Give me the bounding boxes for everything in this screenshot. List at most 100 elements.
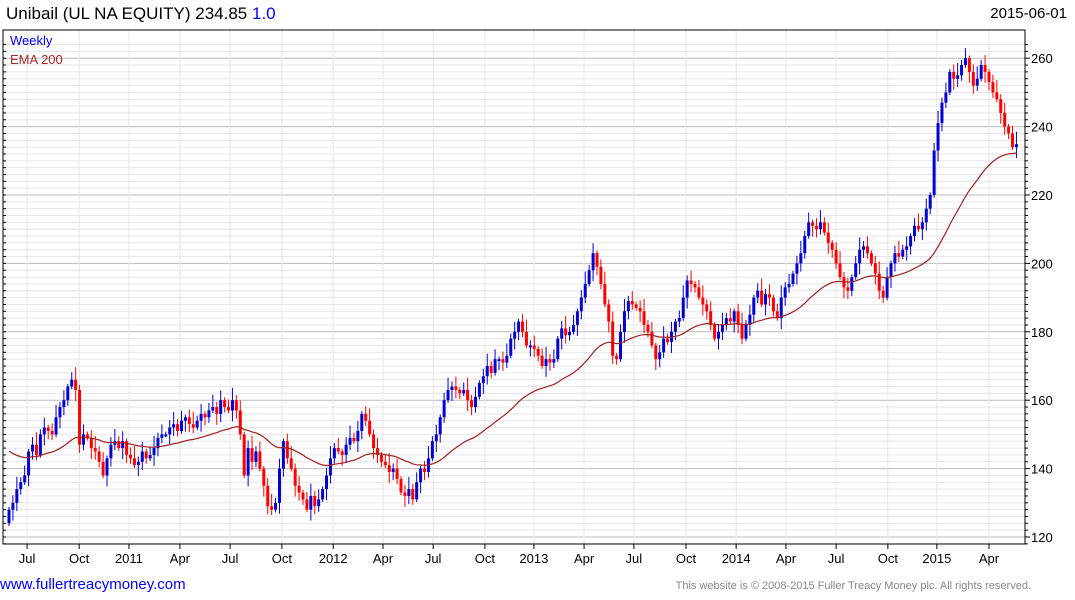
- candle-body-up: [513, 331, 517, 339]
- candle-body-up: [885, 277, 889, 298]
- candle-body-down: [869, 253, 873, 264]
- candle: [164, 431, 168, 438]
- candle: [842, 271, 846, 299]
- candle: [313, 490, 317, 515]
- candle: [560, 320, 564, 350]
- candle: [207, 402, 211, 423]
- candle: [1007, 123, 1011, 139]
- candle-body-up: [717, 331, 721, 339]
- candle: [191, 411, 195, 434]
- candle-body-up: [66, 386, 70, 401]
- candle-body-up: [15, 489, 19, 503]
- candle-body-down: [144, 451, 148, 459]
- candle: [752, 294, 756, 323]
- candle-body-up: [274, 502, 278, 510]
- candle-body-down: [97, 451, 101, 462]
- candle-body-down: [999, 99, 1003, 113]
- candle: [960, 59, 964, 81]
- candle: [176, 419, 180, 437]
- candle-body-up: [38, 434, 42, 455]
- candle: [156, 432, 160, 457]
- candle: [568, 326, 572, 341]
- candle-body-up: [183, 417, 187, 421]
- x-tick-label: Jul: [626, 551, 643, 566]
- candle-body-down: [191, 424, 195, 428]
- plot-frame: [2, 29, 1026, 545]
- candle: [932, 143, 936, 198]
- candle: [481, 368, 485, 395]
- candle-body-down: [270, 506, 274, 510]
- candle-body-down: [403, 492, 407, 496]
- candle: [607, 299, 611, 333]
- candle-body-up: [31, 444, 35, 452]
- candle: [325, 467, 329, 501]
- candle-body-down: [364, 413, 368, 421]
- candle-body-up: [140, 451, 144, 462]
- candle: [732, 308, 736, 333]
- candle-body-up: [744, 324, 748, 339]
- candle: [544, 346, 548, 377]
- x-tick-label: Jul: [19, 551, 36, 566]
- candle: [289, 446, 293, 472]
- candle: [454, 376, 458, 399]
- candle-body-down: [383, 461, 387, 466]
- candle: [54, 404, 58, 438]
- candle-body-down: [223, 400, 227, 408]
- candle: [317, 489, 321, 512]
- candle: [497, 356, 501, 371]
- y-tick-label: 220: [1031, 188, 1053, 203]
- candle: [795, 255, 799, 285]
- candle: [771, 294, 775, 317]
- candle: [501, 351, 505, 371]
- website-link[interactable]: www.fullertreacymoney.com: [0, 576, 186, 593]
- candle: [270, 493, 274, 516]
- candle-body-up: [199, 413, 203, 421]
- candle: [211, 394, 215, 414]
- candle: [818, 210, 822, 235]
- candle-body-down: [258, 451, 262, 469]
- candle: [470, 395, 474, 416]
- candle: [658, 344, 662, 368]
- candle-body-down: [834, 249, 838, 264]
- candle: [909, 233, 913, 255]
- candle: [227, 399, 231, 414]
- x-tick-label: Oct: [676, 551, 697, 566]
- candle: [360, 411, 364, 440]
- candle-body-down: [117, 441, 121, 449]
- candle-body-down: [454, 386, 458, 390]
- candle-body-up: [81, 434, 85, 445]
- candle: [168, 420, 172, 446]
- candle: [387, 452, 391, 483]
- candle-body-down: [842, 277, 846, 288]
- candle-body-up: [862, 246, 866, 250]
- candle: [744, 319, 748, 342]
- candle-body-down: [728, 318, 732, 322]
- candle-body-up: [325, 475, 329, 490]
- candle: [242, 431, 246, 479]
- candle-body-down: [760, 290, 764, 305]
- candle: [666, 333, 670, 345]
- candle: [615, 353, 619, 365]
- candle: [485, 353, 489, 385]
- candle-body-down: [227, 407, 231, 411]
- candle: [254, 446, 258, 468]
- candle-body-up: [556, 338, 560, 360]
- candle-body-down: [340, 451, 344, 455]
- candle: [462, 382, 466, 397]
- candle-body-down: [458, 389, 462, 394]
- candle-body-down: [395, 468, 399, 479]
- candle: [46, 424, 50, 440]
- candle: [38, 429, 42, 458]
- candle-body-down: [595, 253, 599, 267]
- candle-body-up: [673, 321, 677, 332]
- candle-body-up: [732, 311, 736, 322]
- candle: [399, 476, 403, 496]
- candle: [677, 310, 681, 328]
- candle: [301, 489, 305, 505]
- candle-body-down: [203, 413, 207, 418]
- candle: [556, 335, 560, 362]
- candle-body-up: [591, 253, 595, 271]
- candle: [626, 295, 630, 320]
- candle: [717, 324, 721, 350]
- x-tick-label: 2012: [319, 551, 348, 566]
